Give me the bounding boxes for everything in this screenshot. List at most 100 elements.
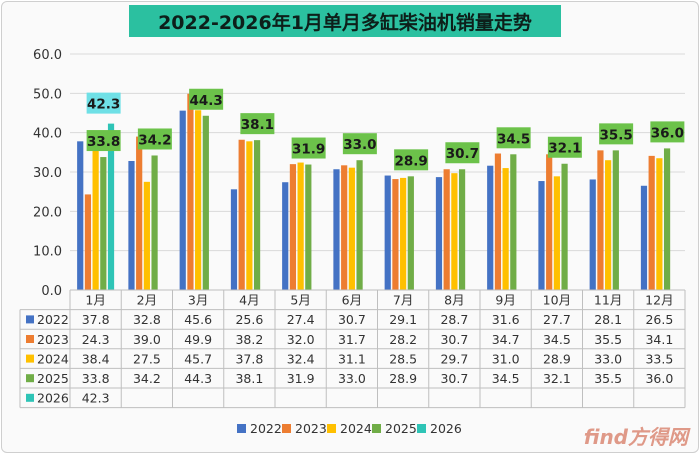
table-cell: 28.2 — [389, 332, 417, 347]
legend-key — [237, 424, 246, 433]
category-label: 11月 — [594, 293, 622, 308]
table-cell: 33.5 — [645, 351, 673, 366]
table-cell: 28.7 — [440, 312, 468, 327]
table-cell: 38.4 — [82, 351, 110, 366]
bar-2024 — [451, 173, 458, 290]
y-tick-label: 50.0 — [33, 87, 62, 102]
bar-2023 — [136, 136, 143, 290]
data-label-2025: 36.0 — [651, 125, 684, 141]
category-label: 1月 — [85, 293, 105, 308]
category-label: 7月 — [393, 293, 413, 308]
bar-2023 — [341, 165, 348, 290]
legend-label: 2024 — [340, 421, 372, 436]
legend-label: 2022 — [250, 421, 282, 436]
table-cell: 33.0 — [594, 351, 622, 366]
data-label-2025: 34.2 — [138, 132, 171, 148]
table-cell: 31.6 — [492, 312, 520, 327]
bar-2024 — [605, 160, 612, 290]
chart-title: 2022-2026年1月单月多缸柴油机销量走势 — [129, 5, 561, 37]
table-cell: 31.1 — [338, 351, 366, 366]
table-legend-key — [26, 315, 34, 324]
data-label-2025: 34.5 — [497, 131, 530, 147]
legend-key — [417, 424, 426, 433]
bar-2024 — [502, 168, 509, 290]
data-label-box-2025 — [137, 128, 172, 150]
table-cell: 38.2 — [235, 332, 263, 347]
data-label-box-2025 — [86, 130, 121, 152]
bar-2023 — [187, 93, 194, 290]
table-cell: 33.8 — [82, 371, 110, 386]
table-cell: 28.5 — [389, 351, 417, 366]
category-label: 5月 — [290, 293, 310, 308]
category-label: 9月 — [495, 293, 515, 308]
table-cell: 28.1 — [594, 312, 622, 327]
bar-2024 — [246, 141, 253, 290]
data-label-box-2025 — [547, 136, 582, 158]
legend-label: 2026 — [430, 421, 462, 436]
table-series-name: 2025 — [37, 371, 69, 386]
table-cell: 30.7 — [338, 312, 366, 327]
y-tick-label: 0.0 — [41, 284, 62, 299]
data-label-2025: 38.1 — [241, 117, 274, 133]
bar-2022 — [128, 160, 135, 290]
data-label-2025: 44.3 — [189, 93, 222, 109]
table-cell: 37.8 — [235, 351, 263, 366]
legend-label: 2023 — [295, 421, 327, 436]
bar-2023 — [392, 179, 399, 290]
category-label: 12月 — [645, 293, 673, 308]
bar-2022 — [487, 165, 494, 290]
bar-2022 — [333, 169, 340, 290]
table-cell: 31.0 — [492, 351, 520, 366]
table-cell: 34.5 — [492, 371, 520, 386]
bar-2025 — [407, 176, 414, 290]
bar-2022 — [640, 185, 648, 290]
table-series-name: 2026 — [37, 391, 69, 406]
table-legend-key — [26, 335, 34, 343]
data-label-2026: 42.3 — [87, 97, 120, 113]
data-label-2025: 32.1 — [548, 141, 581, 157]
table-cell: 39.0 — [133, 332, 161, 347]
data-label-box-2025 — [650, 121, 685, 143]
table-series-name: 2023 — [37, 332, 69, 347]
table-cell: 34.7 — [492, 332, 520, 347]
data-label-box-2025 — [240, 113, 275, 135]
table-cell: 24.3 — [82, 332, 110, 347]
table-cell: 35.5 — [594, 371, 622, 386]
bar-2024 — [297, 162, 304, 290]
bar-2025 — [612, 150, 619, 290]
table-cell: 30.7 — [440, 371, 468, 386]
bar-2024 — [656, 158, 663, 290]
legend-key — [282, 424, 291, 433]
bar-2024 — [400, 177, 407, 290]
table-cell: 29.7 — [440, 351, 468, 366]
bar-2022 — [77, 141, 84, 290]
table-cell: 35.5 — [594, 332, 622, 347]
table-legend-key — [26, 393, 34, 402]
table-cell: 45.7 — [184, 351, 212, 366]
bar-2026 — [107, 123, 115, 291]
bar-2022 — [179, 110, 186, 290]
legend-key — [372, 424, 381, 433]
data-label-2025: 30.7 — [446, 146, 479, 162]
data-label-2025: 28.9 — [394, 153, 427, 169]
bar-2023 — [546, 154, 553, 290]
table-cell: 27.4 — [287, 312, 315, 327]
y-tick-label: 40.0 — [33, 127, 62, 142]
data-label-2025: 31.9 — [292, 142, 325, 158]
bar-2025 — [253, 140, 261, 290]
bar-2022 — [384, 175, 391, 290]
category-label: 2月 — [137, 293, 157, 308]
y-tick-label: 30.0 — [33, 166, 62, 181]
table-cell: 42.3 — [82, 391, 110, 406]
table-cell: 29.1 — [389, 312, 417, 327]
bar-2023 — [289, 164, 297, 290]
bar-2025 — [151, 155, 158, 290]
y-tick-label: 60.0 — [33, 48, 62, 63]
bar-2025 — [202, 115, 209, 291]
bar-2024 — [143, 181, 150, 290]
bar-2024 — [92, 138, 99, 290]
data-label-box-2025 — [445, 142, 480, 164]
table-cell: 34.5 — [543, 332, 571, 347]
bar-2024 — [348, 167, 355, 290]
